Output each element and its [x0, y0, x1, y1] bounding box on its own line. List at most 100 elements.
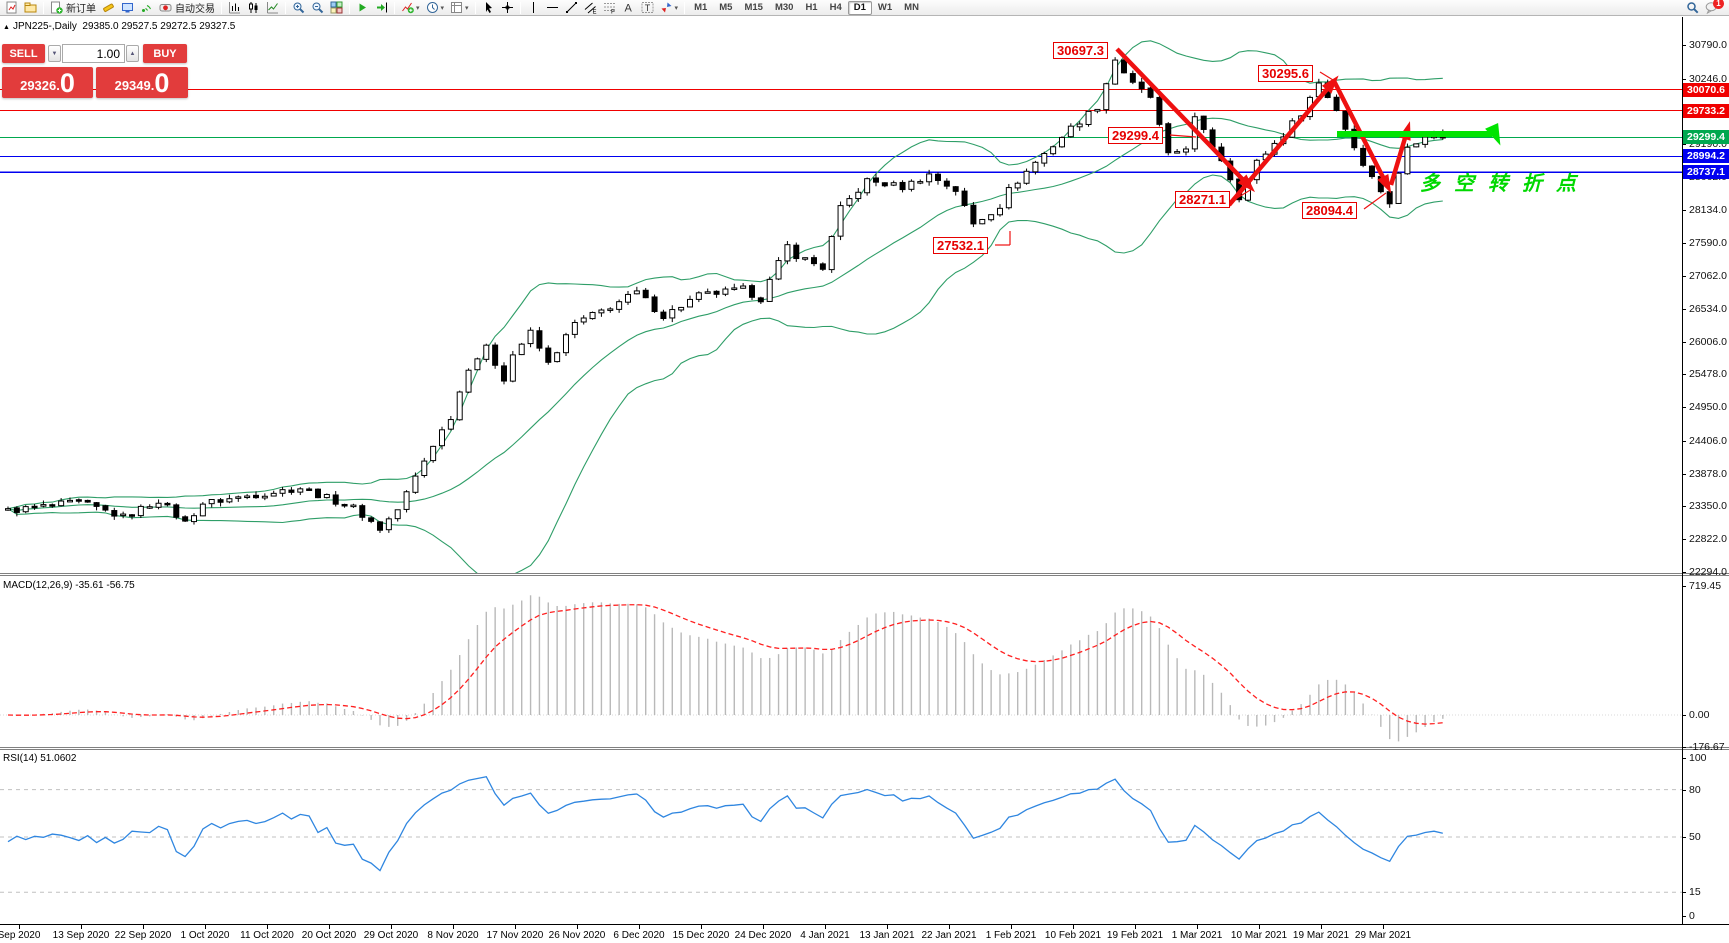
timeframe-h4-button[interactable]: H4: [829, 2, 842, 13]
cursor-icon-button[interactable]: [479, 1, 498, 15]
time-axis[interactable]: Sep 2020 13 Sep 2020 22 Sep 2020 1 Oct 2020…: [0, 924, 1729, 943]
tile-windows-icon-button[interactable]: [327, 1, 346, 15]
axis-tick-mark: [267, 925, 268, 929]
chart-shift-icon-button[interactable]: [372, 1, 391, 15]
timeframe-mn-button[interactable]: MN: [904, 2, 919, 13]
date-axis-label: 13 Jan 2021: [859, 930, 915, 941]
panel-divider[interactable]: [0, 573, 1729, 576]
bar-chart-icon: [229, 2, 240, 14]
price-axis-tick: 28134.0: [1689, 203, 1727, 216]
turning-point-note[interactable]: 多空转折点: [1420, 173, 1590, 195]
date-axis-label: 10 Feb 2021: [1044, 930, 1102, 941]
volume-increase-button[interactable]: ▲: [126, 45, 139, 62]
toolbar-right-group: 1: [1683, 0, 1724, 15]
axis-tick-mark: [1073, 925, 1074, 929]
axis-tick-mark: [1682, 440, 1686, 442]
trendline-icon-button[interactable]: [562, 1, 581, 15]
price-level-marker: 28994.2: [1683, 149, 1729, 164]
date-axis-label: 4 Jan 2021: [800, 930, 850, 941]
expand-triangle-icon[interactable]: ▲: [3, 24, 10, 31]
axis-tick-mark: [639, 925, 640, 929]
svg-text:F: F: [611, 9, 615, 15]
search-icon-button[interactable]: [1683, 1, 1702, 15]
price-axis-tick: 26534.0: [1689, 302, 1727, 315]
indicators-icon-button[interactable]: [398, 1, 423, 15]
text-icon: A: [624, 3, 632, 15]
annotation-price-label[interactable]: 30697.3: [1053, 42, 1108, 59]
crosshair-icon-button[interactable]: [498, 1, 517, 15]
annotation-price-label[interactable]: 27532.1: [933, 237, 988, 254]
main-toolbar: 新订单 自动交易 E F A T M1 M5 M15 M30 H1 H4 D1 W1 MN 1: [0, 0, 1729, 16]
annotation-price-label[interactable]: 29299.4: [1108, 127, 1163, 144]
vertical-line-icon-button[interactable]: [524, 1, 543, 15]
timeframe-m1-button[interactable]: M1: [694, 2, 708, 13]
timeframe-w1-button[interactable]: W1: [877, 2, 893, 13]
timeframe-m30-button[interactable]: M30: [774, 2, 794, 13]
annotation-price-label[interactable]: 28094.4: [1302, 202, 1357, 219]
volume-input[interactable]: [62, 44, 125, 63]
signals-icon-button[interactable]: [137, 1, 156, 15]
new-order-button[interactable]: 新订单: [47, 1, 99, 15]
axis-tick-mark: [1682, 746, 1686, 748]
profiles-icon-button[interactable]: [21, 1, 40, 15]
rsi-value: 51.0602: [40, 753, 77, 764]
panel-divider[interactable]: [0, 747, 1729, 750]
date-axis-label: 26 Nov 2020: [548, 930, 606, 941]
notification-badge: 1: [1713, 0, 1724, 9]
date-axis-label: 13 Sep 2020: [52, 930, 110, 941]
new-order-icon: [51, 1, 63, 14]
notifications-icon-button[interactable]: 1: [1702, 0, 1724, 15]
zoom-out-icon-button[interactable]: [308, 1, 327, 15]
rsi-axis-tick: 100: [1689, 752, 1707, 764]
sell-price-display[interactable]: 29326. 0: [2, 67, 93, 98]
auto-scroll-icon: [359, 3, 366, 12]
date-axis-label: 19 Feb 2021: [1106, 930, 1164, 941]
buy-button[interactable]: BUY: [143, 44, 187, 63]
axis-tick-mark: [1682, 916, 1686, 917]
shapes-icon: [661, 2, 672, 13]
periods-icon-button[interactable]: [423, 1, 448, 15]
line-chart-icon-button[interactable]: [263, 1, 282, 15]
new-chart-icon-button[interactable]: [2, 1, 21, 15]
price-axis-tick: 23350.0: [1689, 500, 1727, 513]
zoom-in-icon: [293, 2, 305, 14]
timeframe-h1-button[interactable]: H1: [805, 2, 818, 13]
macd-panel-canvas[interactable]: [0, 577, 1682, 747]
rsi-axis-tick: 50: [1689, 831, 1701, 843]
timeframe-d1-button[interactable]: D1: [847, 0, 872, 15]
annotation-price-label[interactable]: 28271.1: [1175, 191, 1230, 208]
shapes-icon-button[interactable]: [657, 1, 682, 15]
autotrading-button[interactable]: 自动交易: [156, 1, 218, 15]
volume-decrease-button[interactable]: ▼: [48, 45, 61, 62]
chart-window[interactable]: ▲ JPN225-,Daily 29385.0 29527.5 29272.5 2…: [0, 17, 1729, 943]
zoom-in-icon-button[interactable]: [289, 1, 308, 15]
bar-chart-icon-button[interactable]: [225, 1, 244, 15]
periods-icon: [426, 2, 438, 13]
annotation-price-label[interactable]: 30295.6: [1258, 65, 1313, 82]
svg-text:T: T: [644, 3, 650, 13]
candlestick-icon-button[interactable]: [244, 1, 263, 15]
buy-price-display[interactable]: 29349. 0: [96, 67, 188, 98]
horizontal-line-icon-button[interactable]: [543, 1, 562, 15]
rsi-panel-canvas[interactable]: [0, 750, 1682, 924]
text-icon-button[interactable]: A: [619, 1, 638, 15]
auto-scroll-icon-button[interactable]: [353, 1, 372, 15]
timeframe-m15-button[interactable]: M15: [744, 2, 763, 13]
crosshair-icon: [501, 2, 513, 13]
axis-tick-mark: [1682, 506, 1686, 508]
axis-tick-mark: [1682, 892, 1686, 894]
axis-tick-mark: [1682, 276, 1686, 278]
axis-tick-mark: [701, 925, 702, 929]
metaeditor-icon-button[interactable]: [99, 1, 118, 15]
main-chart-canvas[interactable]: [0, 17, 1682, 573]
templates-icon-button[interactable]: [447, 1, 472, 15]
fibonacci-icon-button[interactable]: F: [600, 1, 619, 15]
terminal-icon-button[interactable]: [118, 1, 137, 15]
sell-button[interactable]: SELL: [2, 44, 45, 63]
timeframe-m5-button[interactable]: M5: [719, 2, 733, 13]
text-label-icon-button[interactable]: T: [638, 1, 657, 15]
channel-icon-button[interactable]: E: [581, 1, 600, 15]
indicators-icon: [402, 2, 414, 14]
axis-tick-mark: [391, 925, 392, 929]
axis-tick-mark: [205, 925, 206, 929]
